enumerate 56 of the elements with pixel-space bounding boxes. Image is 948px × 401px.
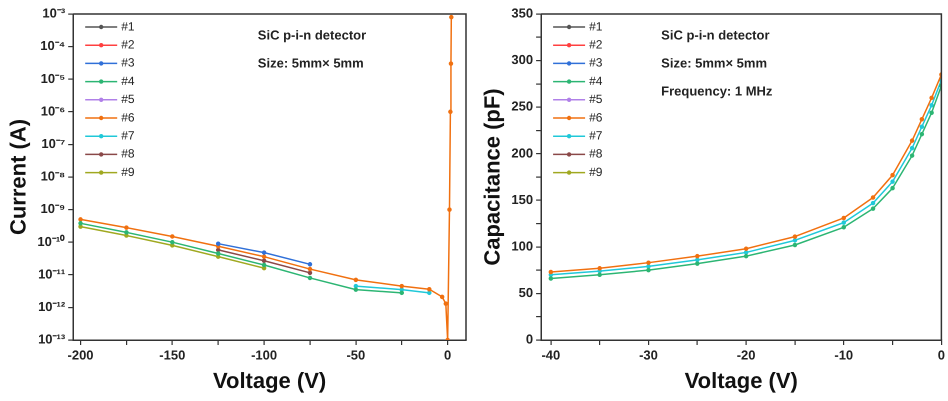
y-tick-label: 100: [511, 238, 534, 254]
legend-label: #1: [121, 19, 135, 34]
y-tick-label: 0: [526, 332, 534, 347]
annotation: Size: 5mm× 5mm: [661, 56, 768, 71]
y-tick-label: 200: [511, 145, 534, 160]
y-tick-label: 10⁻¹²: [38, 298, 66, 314]
legend-label: #9: [589, 164, 603, 179]
legend-label: #4: [589, 74, 603, 88]
legend-label: #5: [121, 92, 135, 106]
x-axis-title: Voltage (V): [684, 368, 798, 393]
y-tick-label: 10⁻⁹: [40, 201, 66, 216]
x-tick-label: -30: [639, 347, 658, 362]
y-tick-label: 10⁻³: [42, 6, 66, 21]
y-tick-label: 350: [511, 6, 534, 21]
x-tick-label: 0: [444, 347, 452, 362]
x-tick-label: -50: [346, 347, 366, 362]
y-tick-label: 10⁻¹⁰: [37, 234, 66, 249]
legend-label: #6: [121, 110, 135, 124]
legend-label: #3: [589, 56, 603, 70]
legend-label: #1: [589, 19, 603, 34]
legend-label: #6: [589, 110, 603, 124]
legend-label: #5: [589, 92, 603, 106]
annotation: Frequency: 1 MHz: [661, 84, 773, 99]
x-axis-title: Voltage (V): [212, 368, 326, 393]
y-tick-label: 10⁻⁴: [40, 38, 66, 54]
y-tick-label: 50: [518, 285, 534, 300]
y-tick-label: 10⁻⁶: [40, 103, 66, 118]
legend-label: #9: [121, 164, 135, 179]
y-tick-label: 150: [511, 192, 534, 207]
legend-label: #7: [121, 128, 135, 143]
y-tick-label: 10⁻⁷: [41, 136, 66, 151]
legend-label: #8: [121, 146, 135, 161]
legend-label: #3: [121, 56, 135, 70]
x-tick-label: -20: [736, 347, 756, 362]
y-tick-label: 10⁻¹³: [38, 332, 66, 347]
y-tick-label: 250: [511, 98, 534, 114]
annotation: SiC p-i-n detector: [258, 28, 366, 43]
legend-label: #8: [589, 146, 603, 161]
y-axis-title: Current (A): [5, 118, 30, 236]
legend-label: #7: [589, 128, 603, 143]
legend-label: #2: [121, 38, 135, 52]
y-axis-title: Capacitance (pF): [479, 88, 504, 266]
y-tick-label: 10⁻⁵: [40, 70, 66, 86]
legend-label: #4: [121, 74, 135, 88]
x-tick-label: -100: [251, 347, 278, 362]
annotation: SiC p-i-n detector: [661, 28, 770, 43]
legend-label: #2: [589, 38, 603, 52]
y-tick-label: 10⁻⁸: [40, 168, 66, 184]
x-tick-label: -200: [68, 347, 94, 362]
y-tick-label: 10⁻¹¹: [38, 266, 66, 282]
x-tick-label: -10: [834, 347, 854, 362]
y-tick-label: 300: [511, 52, 534, 68]
x-tick-label: -150: [159, 347, 186, 362]
x-tick-label: -40: [541, 347, 560, 362]
x-tick-label: 0: [938, 347, 945, 362]
annotation: Size: 5mm× 5mm: [258, 56, 364, 71]
